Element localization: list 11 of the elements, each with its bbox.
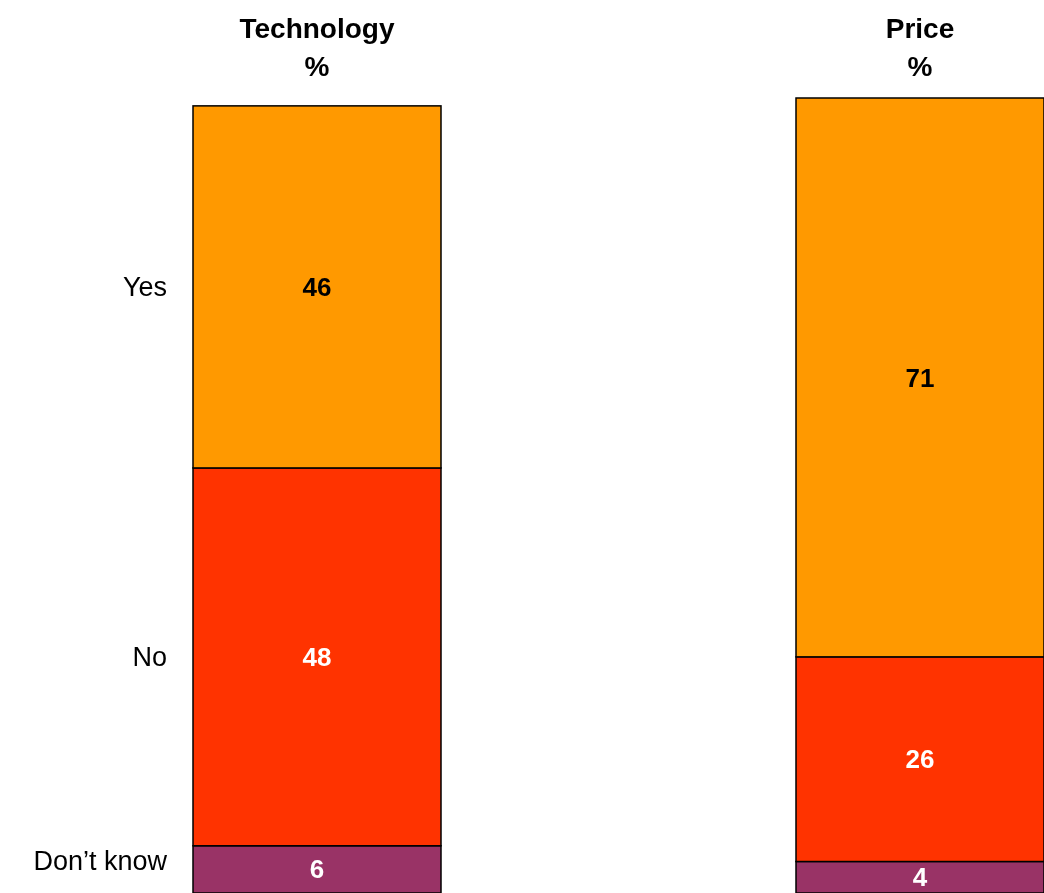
series-label: No — [132, 642, 167, 673]
data-label: 46 — [302, 272, 332, 303]
series-label: Yes — [122, 272, 167, 303]
data-label: 4 — [912, 862, 928, 893]
series-label: Don’t know — [33, 846, 168, 877]
data-label: 6 — [309, 854, 325, 885]
data-label: 26 — [905, 744, 935, 775]
x-tick-label: Technology % — [239, 13, 395, 82]
data-label: 48 — [302, 641, 332, 672]
data-label: 71 — [905, 362, 935, 393]
x-tick-label: Price % — [885, 13, 955, 82]
